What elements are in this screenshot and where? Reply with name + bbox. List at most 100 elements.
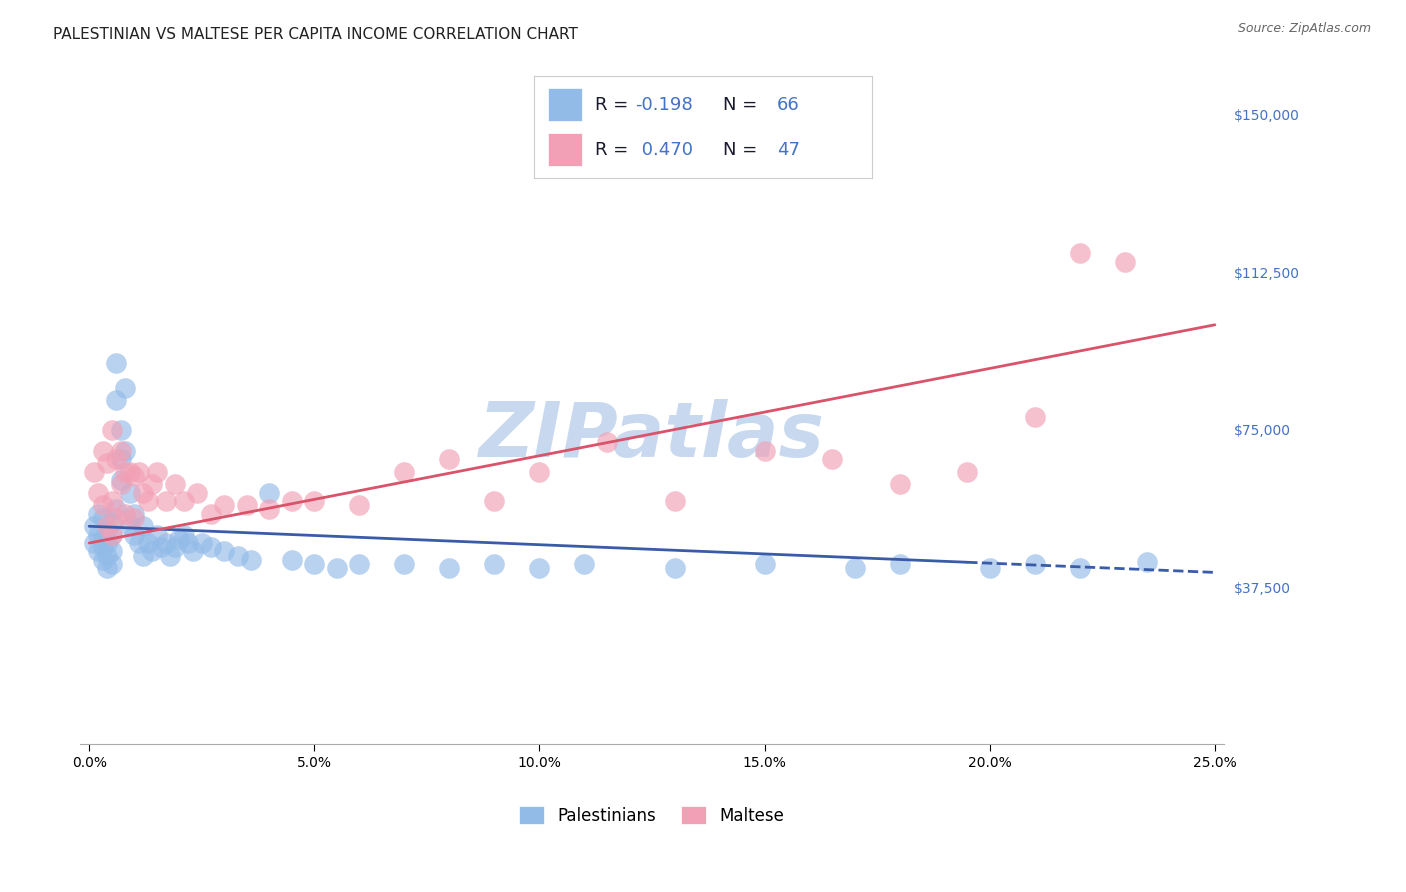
Point — [96, 519, 118, 533]
Point — [439, 452, 461, 467]
Text: N =: N = — [723, 141, 763, 159]
Point — [664, 561, 686, 575]
Point — [136, 536, 159, 550]
Point — [114, 465, 136, 479]
Point — [821, 452, 844, 467]
Point — [529, 561, 551, 575]
Point — [91, 498, 114, 512]
Point — [155, 494, 177, 508]
Point — [114, 507, 136, 521]
Point — [304, 494, 326, 508]
Point — [281, 494, 304, 508]
Point — [83, 536, 105, 550]
Point — [105, 355, 128, 369]
Point — [100, 557, 122, 571]
Point — [100, 423, 122, 437]
Point — [100, 544, 122, 558]
Point — [91, 532, 114, 546]
Point — [167, 532, 190, 546]
Point — [181, 544, 204, 558]
Point — [100, 494, 122, 508]
Point — [212, 498, 235, 512]
Point — [529, 465, 551, 479]
Point — [163, 540, 186, 554]
Point — [110, 443, 132, 458]
Point — [1136, 555, 1159, 569]
Point — [1069, 246, 1091, 260]
Point — [1114, 255, 1136, 269]
Point — [664, 494, 686, 508]
Point — [91, 511, 114, 525]
Point — [110, 452, 132, 467]
Point — [91, 553, 114, 567]
Point — [394, 557, 416, 571]
Point — [236, 498, 259, 512]
Point — [484, 494, 506, 508]
Point — [259, 502, 281, 516]
Point — [574, 557, 596, 571]
Point — [132, 485, 155, 500]
Point — [122, 511, 145, 525]
Text: 0.470: 0.470 — [636, 141, 693, 159]
Point — [132, 519, 155, 533]
Point — [96, 524, 118, 538]
Point — [83, 519, 105, 533]
Point — [87, 507, 110, 521]
Point — [596, 435, 619, 450]
Point — [439, 561, 461, 575]
Point — [100, 527, 122, 541]
Point — [91, 443, 114, 458]
Point — [155, 536, 177, 550]
Point — [889, 477, 911, 491]
Point — [122, 469, 145, 483]
Legend: Palestinians, Maltese: Palestinians, Maltese — [513, 800, 792, 831]
Point — [145, 527, 167, 541]
Point — [1069, 561, 1091, 575]
Point — [141, 477, 163, 491]
Point — [979, 561, 1001, 575]
Text: N =: N = — [723, 95, 763, 113]
Point — [122, 507, 145, 521]
Point — [96, 456, 118, 470]
Text: 47: 47 — [778, 141, 800, 159]
Point — [754, 557, 776, 571]
Point — [212, 544, 235, 558]
Point — [1024, 557, 1046, 571]
Point — [163, 477, 186, 491]
Point — [128, 536, 150, 550]
Point — [173, 494, 195, 508]
Point — [87, 544, 110, 558]
Bar — [548, 88, 582, 121]
Point — [136, 494, 159, 508]
Point — [889, 557, 911, 571]
Point — [96, 549, 118, 563]
Point — [240, 553, 263, 567]
Point — [100, 527, 122, 541]
Point — [159, 549, 181, 563]
Point — [105, 393, 128, 408]
Point — [190, 536, 212, 550]
Point — [114, 381, 136, 395]
Point — [87, 485, 110, 500]
Point — [304, 557, 326, 571]
Point — [114, 443, 136, 458]
Point — [349, 557, 371, 571]
Point — [110, 477, 132, 491]
Point — [122, 527, 145, 541]
Point — [110, 423, 132, 437]
Point — [200, 540, 222, 554]
Point — [87, 527, 110, 541]
Text: 66: 66 — [778, 95, 800, 113]
Point — [141, 544, 163, 558]
Point — [226, 549, 249, 563]
Point — [186, 485, 208, 500]
Point — [259, 485, 281, 500]
Point — [91, 540, 114, 554]
Point — [956, 465, 979, 479]
Point — [754, 443, 776, 458]
Point — [349, 498, 371, 512]
Point — [110, 473, 132, 487]
Point — [394, 465, 416, 479]
Point — [200, 507, 222, 521]
Point — [150, 540, 173, 554]
